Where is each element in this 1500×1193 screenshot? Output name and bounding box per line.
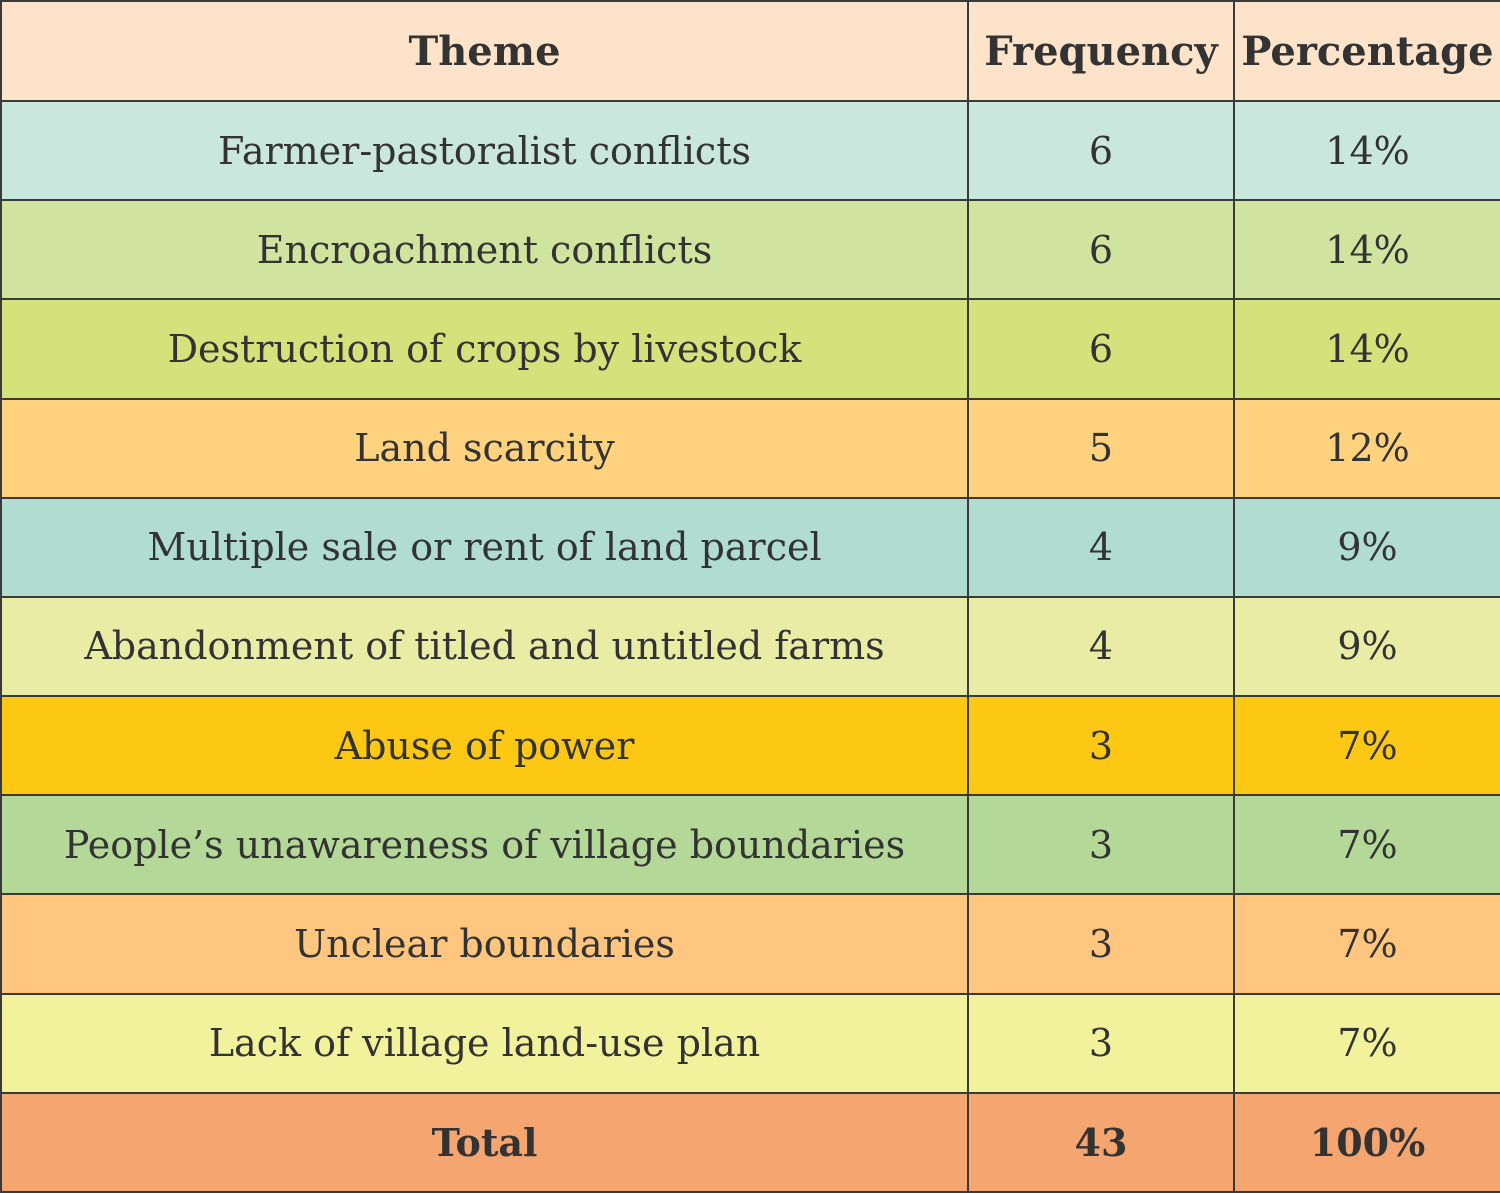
frequency-cell: 3 [967,992,1235,1094]
frequency-cell: 3 [967,695,1235,797]
total-frequency-cell: 43 [967,1091,1235,1193]
table-row: Farmer-pastoralist conflicts 6 14% [0,99,1500,202]
percentage-cell: 7% [1233,695,1500,797]
percentage-cell: 9% [1233,595,1500,698]
frequency-cell: 6 [967,199,1235,301]
table-row: Destruction of crops by livestock 6 14% [0,298,1500,400]
frequency-cell: 4 [967,496,1235,598]
header-theme: Theme [0,0,969,102]
table-row: Abandonment of titled and untitled farms… [0,595,1500,698]
table-row: Encroachment conflicts 6 14% [0,199,1500,301]
theme-cell: Unclear boundaries [0,893,969,995]
theme-cell: Land scarcity [0,397,969,499]
table-row: People’s unawareness of village boundari… [0,794,1500,896]
header-row: Theme Frequency Percentage [0,0,1500,102]
percentage-cell: 9% [1233,496,1500,598]
table-row: Lack of village land-use plan 3 7% [0,992,1500,1094]
theme-cell: Abandonment of titled and untitled farms [0,595,969,698]
percentage-cell: 14% [1233,298,1500,400]
percentage-cell: 14% [1233,99,1500,202]
theme-cell: Farmer-pastoralist conflicts [0,99,969,202]
percentage-cell: 14% [1233,199,1500,301]
percentage-cell: 7% [1233,893,1500,995]
table-row: Unclear boundaries 3 7% [0,893,1500,995]
header-frequency: Frequency [967,0,1235,102]
frequency-cell: 6 [967,99,1235,202]
theme-cell: People’s unawareness of village boundari… [0,794,969,896]
table-row: Land scarcity 5 12% [0,397,1500,499]
table-row: Abuse of power 3 7% [0,695,1500,797]
percentage-cell: 12% [1233,397,1500,499]
frequency-cell: 3 [967,794,1235,896]
theme-cell: Destruction of crops by livestock [0,298,969,400]
frequency-cell: 3 [967,893,1235,995]
total-row: Total 43 100% [0,1091,1500,1193]
total-percentage-cell: 100% [1233,1091,1500,1193]
frequency-cell: 6 [967,298,1235,400]
theme-cell: Lack of village land-use plan [0,992,969,1094]
theme-cell: Encroachment conflicts [0,199,969,301]
frequency-cell: 4 [967,595,1235,698]
percentage-cell: 7% [1233,794,1500,896]
frequency-cell: 5 [967,397,1235,499]
table-row: Multiple sale or rent of land parcel 4 9… [0,496,1500,598]
percentage-cell: 7% [1233,992,1500,1094]
theme-cell: Multiple sale or rent of land parcel [0,496,969,598]
total-label-cell: Total [0,1091,969,1193]
header-percentage: Percentage [1233,0,1500,102]
theme-cell: Abuse of power [0,695,969,797]
